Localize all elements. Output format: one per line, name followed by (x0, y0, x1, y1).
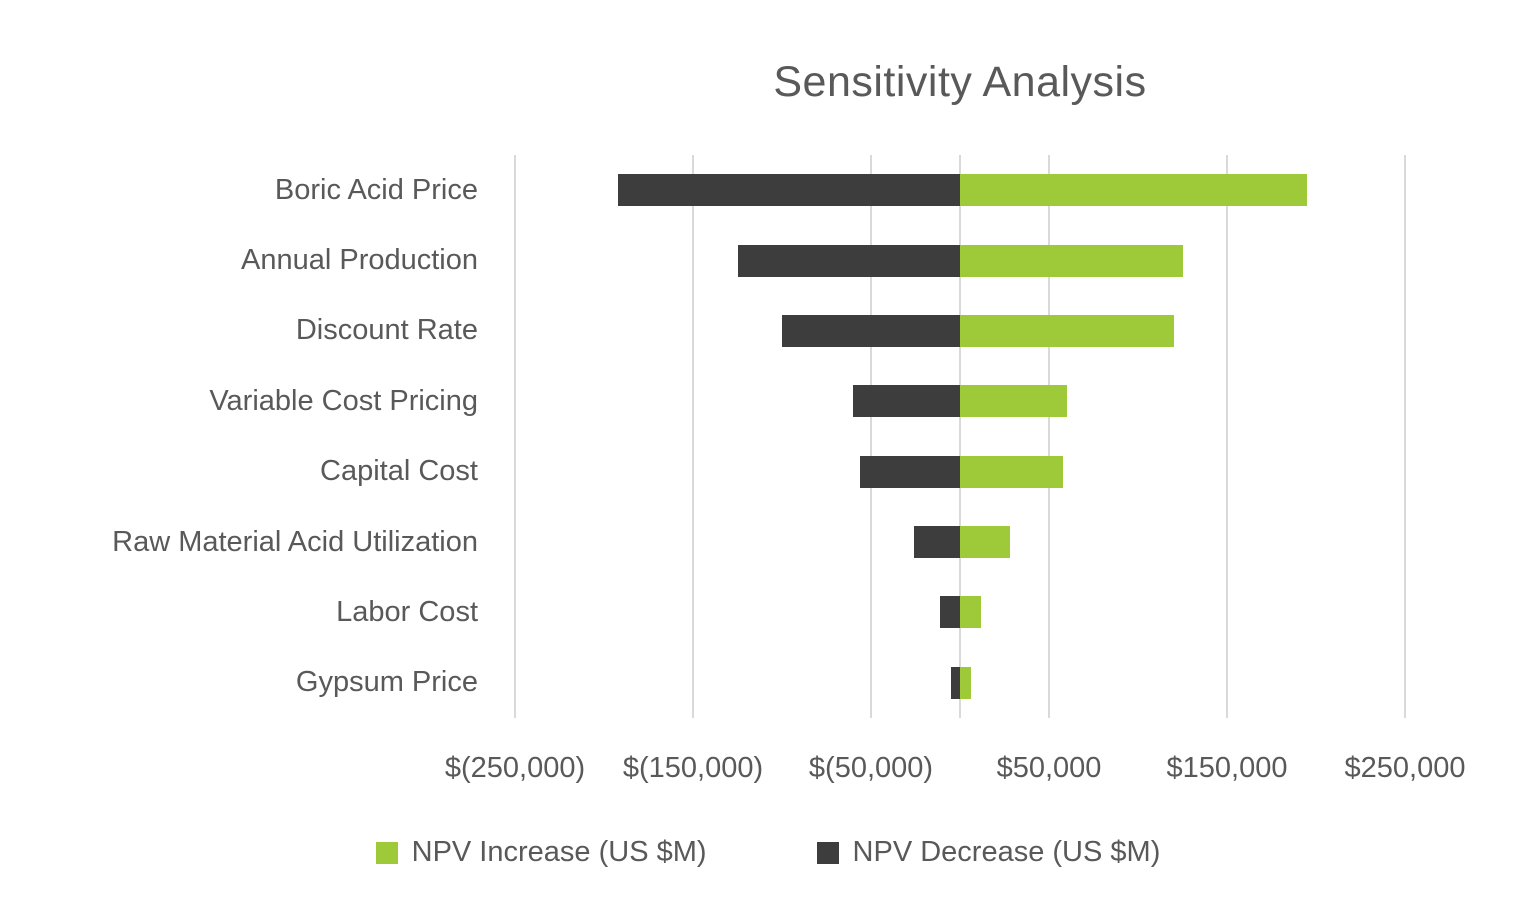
legend-label: NPV Increase (US $M) (411, 836, 707, 868)
bar-npv-decrease (737, 244, 960, 277)
x-axis-tick-label: $50,000 (996, 752, 1102, 784)
gridline (692, 155, 694, 718)
bar-npv-decrease (940, 596, 960, 629)
legend-swatch-icon (375, 841, 398, 864)
category-label: Variable Cost Pricing (209, 384, 478, 417)
category-label: Labor Cost (336, 595, 478, 628)
legend-swatch-icon (816, 841, 839, 864)
gridline (1048, 155, 1050, 718)
bar-npv-decrease (913, 526, 960, 559)
legend: NPV Increase (US $M) NPV Decrease (US $M) (0, 836, 1536, 869)
bar-npv-increase (960, 174, 1308, 207)
gridline (1404, 155, 1406, 718)
bar-npv-increase (960, 455, 1064, 488)
category-label: Capital Cost (320, 455, 478, 488)
bar-npv-decrease (853, 385, 960, 418)
bar-npv-decrease (951, 666, 960, 699)
plot-area: $(250,000) $(150,000) $(50,000) $50,000 $150… (445, 155, 1465, 784)
gridline (514, 155, 516, 718)
bar-npv-increase (960, 596, 982, 629)
bar-npv-increase (960, 314, 1174, 347)
x-axis-tick-label: $(250,000) (444, 752, 586, 784)
bar-npv-increase (960, 385, 1067, 418)
category-label: Gypsum Price (295, 666, 478, 699)
category-label: Annual Production (241, 244, 478, 277)
category-label: Raw Material Acid Utilization (112, 525, 478, 558)
bar-npv-increase (960, 244, 1183, 277)
x-axis-tick-label: $(50,000) (808, 752, 934, 784)
bar-npv-decrease (618, 174, 960, 207)
x-axis-tick-label: $(150,000) (622, 752, 764, 784)
gridline (1226, 155, 1228, 718)
zero-axis-line (959, 155, 961, 718)
legend-label: NPV Decrease (US $M) (852, 836, 1161, 868)
bar-npv-increase (960, 526, 1010, 559)
bar-npv-decrease (860, 455, 960, 488)
legend-item: NPV Decrease (US $M) (816, 836, 1161, 869)
x-axis-tick-label: $250,000 (1344, 752, 1466, 784)
bar-npv-increase (960, 666, 971, 699)
category-label: Boric Acid Price (274, 173, 478, 206)
x-axis-tick-label: $150,000 (1166, 752, 1288, 784)
gridline (870, 155, 872, 718)
chart-title: Sensitivity Analysis (773, 58, 1147, 106)
legend-item: NPV Increase (US $M) (375, 836, 707, 869)
category-label: Discount Rate (295, 314, 478, 347)
bar-npv-decrease (782, 314, 960, 347)
